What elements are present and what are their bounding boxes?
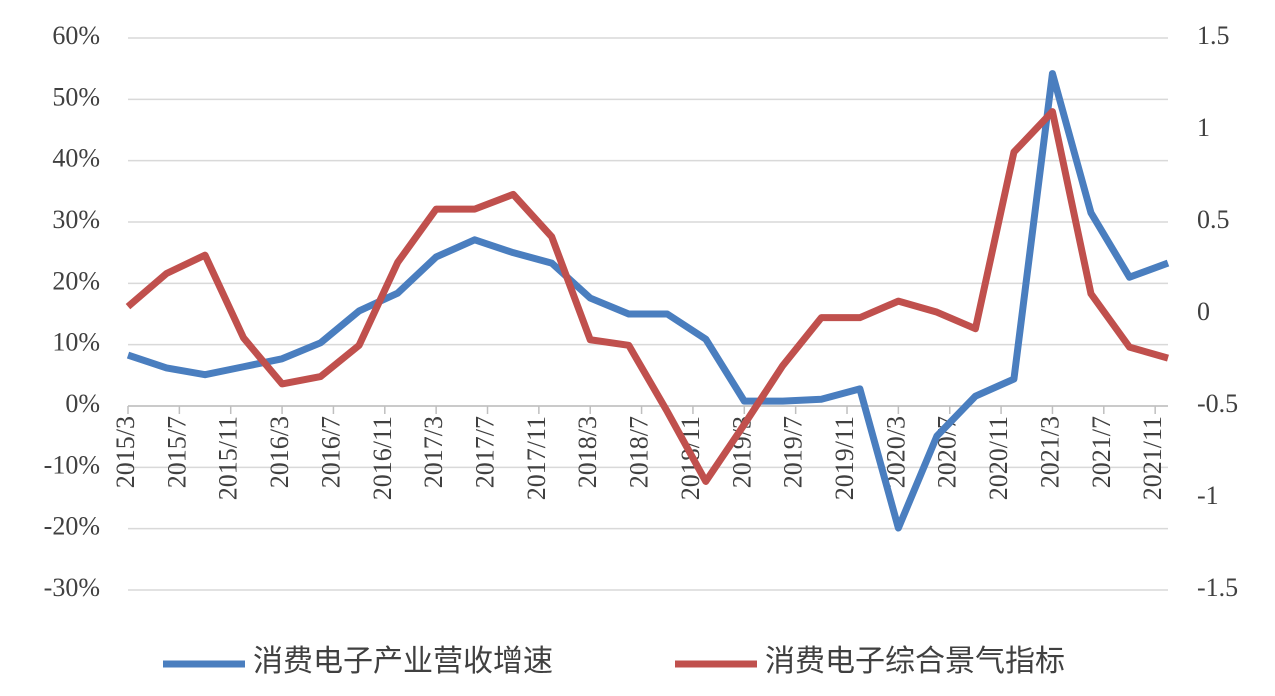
y2-tick-label: -1.5	[1197, 573, 1238, 602]
x-tick-label: 2016/11	[368, 416, 397, 500]
x-tick-label: 2015/3	[111, 416, 140, 488]
x-tick-label: 2015/7	[162, 416, 191, 488]
series-line	[126, 70, 1170, 532]
y2-tick-label: 0	[1197, 297, 1210, 326]
y-tick-label: 50%	[52, 82, 100, 111]
x-tick-label: 2019/11	[830, 416, 859, 500]
x-tick-label: 2020/11	[984, 416, 1013, 500]
y2-tick-label: 1.5	[1197, 21, 1230, 50]
x-tick-label: 2021/3	[1035, 416, 1064, 488]
x-tick-label: 2017/11	[522, 416, 551, 500]
series-line	[125, 108, 1169, 485]
x-tick-label: 2017/7	[470, 416, 499, 488]
y-tick-label: 20%	[52, 266, 100, 295]
y-tick-label: 10%	[52, 328, 100, 357]
x-tick-label: 2016/7	[316, 416, 345, 488]
y2-tick-label: 0.5	[1197, 205, 1230, 234]
x-tick-label: 2016/3	[265, 416, 294, 488]
x-tick-label: 2021/7	[1087, 416, 1116, 488]
y-tick-label: -30%	[44, 573, 100, 602]
legend-label: 消费电子综合景气指标	[765, 645, 1065, 678]
y2-tick-label: -0.5	[1197, 389, 1238, 418]
legend-label: 消费电子产业营收增速	[253, 645, 553, 678]
y2-tick-label: 1	[1197, 113, 1210, 142]
y2-tick-label: -1	[1197, 481, 1219, 510]
y-tick-label: 40%	[52, 144, 100, 173]
y-tick-label: 30%	[52, 205, 100, 234]
y-tick-label: 60%	[52, 21, 100, 50]
y-tick-label: 0%	[65, 389, 100, 418]
x-tick-label: 2017/3	[419, 416, 448, 488]
x-tick-label: 2018/7	[625, 416, 654, 488]
x-tick-label: 2018/3	[573, 416, 602, 488]
x-tick-label: 2019/7	[779, 416, 808, 488]
y-tick-label: -10%	[44, 450, 100, 479]
y-tick-label: -20%	[44, 512, 100, 541]
x-tick-label: 2021/11	[1138, 416, 1167, 500]
x-tick-label: 2015/11	[214, 416, 243, 500]
